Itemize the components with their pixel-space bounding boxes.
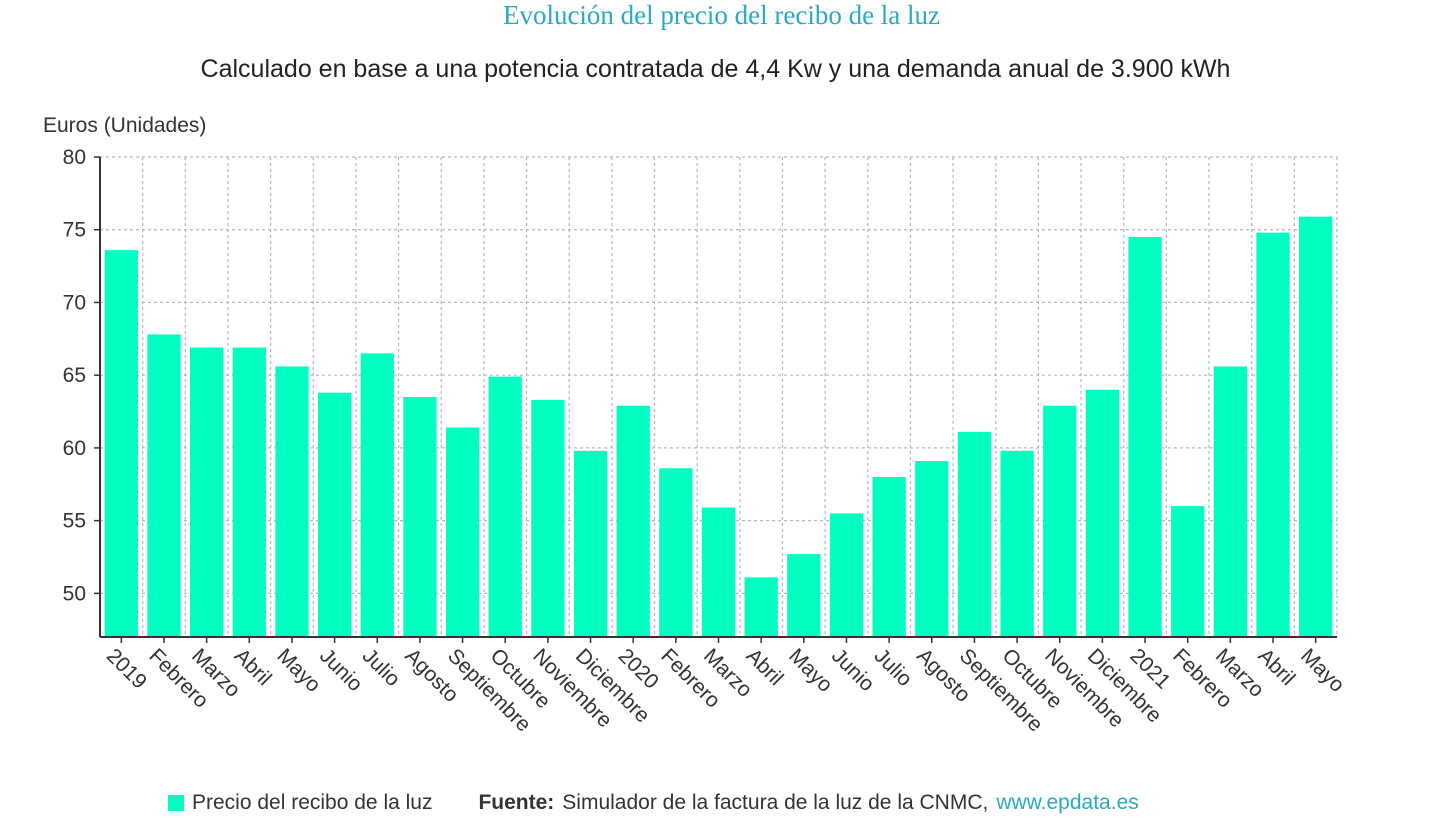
bar — [872, 477, 906, 637]
bar — [360, 353, 394, 637]
bar-chart: 50 55 60 65 70 75 80 2019FebreroMarzoAbrilMayo… — [63, 146, 1349, 736]
legend: Precio del recibo de la luz Fuente: Simu… — [168, 788, 1139, 818]
legend-label: Precio del recibo de la luz — [192, 791, 433, 814]
y-tick-label: 65 — [63, 364, 86, 387]
x-tick-label: Mayo — [272, 644, 325, 697]
x-tick-label: Julio — [358, 644, 405, 691]
y-tick-label: 80 — [63, 146, 86, 169]
bar — [573, 450, 608, 637]
y-tick-label: 70 — [63, 291, 86, 314]
x-tick-label: Mayo — [784, 644, 837, 697]
bar — [659, 468, 693, 637]
y-tick-label: 55 — [63, 510, 86, 533]
source-text: Simulador de la factura de la luz de la … — [562, 791, 989, 814]
x-tick-label: Mayo — [1296, 644, 1349, 697]
bar — [829, 513, 864, 637]
chart-subtitle: Calculado en base a una potencia contrat… — [200, 55, 1231, 83]
y-axis-label: Euros (Unidades) — [43, 114, 207, 137]
y-tick-label: 60 — [63, 437, 86, 460]
bar — [1000, 450, 1034, 637]
bar — [445, 427, 480, 637]
bar — [1299, 216, 1333, 638]
bar — [190, 347, 224, 637]
bar — [147, 334, 181, 637]
bar — [403, 397, 437, 637]
bar — [915, 461, 949, 637]
y-tick-label: 75 — [63, 219, 86, 242]
source-prefix: Fuente: — [478, 791, 555, 814]
source-link[interactable]: www.epdata.es — [996, 791, 1139, 814]
bar — [787, 554, 821, 637]
y-tick-labels: 50 55 60 65 70 75 80 — [63, 146, 86, 605]
x-tick-label: Julio — [870, 644, 917, 691]
grid-lines — [100, 156, 1338, 637]
axes — [94, 156, 1337, 643]
bar — [275, 366, 309, 637]
bar — [1085, 389, 1120, 637]
bar — [1256, 232, 1290, 638]
bar — [957, 431, 992, 637]
bar — [488, 376, 522, 637]
bar — [1171, 506, 1205, 637]
y-tick-label: 50 — [63, 582, 86, 605]
bar — [317, 392, 352, 637]
bar — [701, 507, 736, 637]
bar — [531, 399, 565, 637]
x-tick-label: 2019 — [102, 644, 151, 693]
chart-title: Evolución del precio del recibo de la lu… — [502, 0, 941, 30]
x-tick-labels: 2019FebreroMarzoAbrilMayoJunioJulioAgost… — [102, 644, 1349, 736]
bars — [104, 216, 1333, 638]
bar — [232, 347, 266, 637]
bar — [744, 577, 778, 637]
bar — [1213, 366, 1247, 637]
x-tick-label: Junio — [315, 644, 367, 696]
bar — [616, 405, 650, 637]
bar — [1043, 405, 1077, 637]
bar — [1128, 237, 1162, 637]
bar — [104, 250, 138, 637]
x-tick-label: Junio — [827, 644, 879, 696]
legend-swatch — [168, 795, 184, 811]
